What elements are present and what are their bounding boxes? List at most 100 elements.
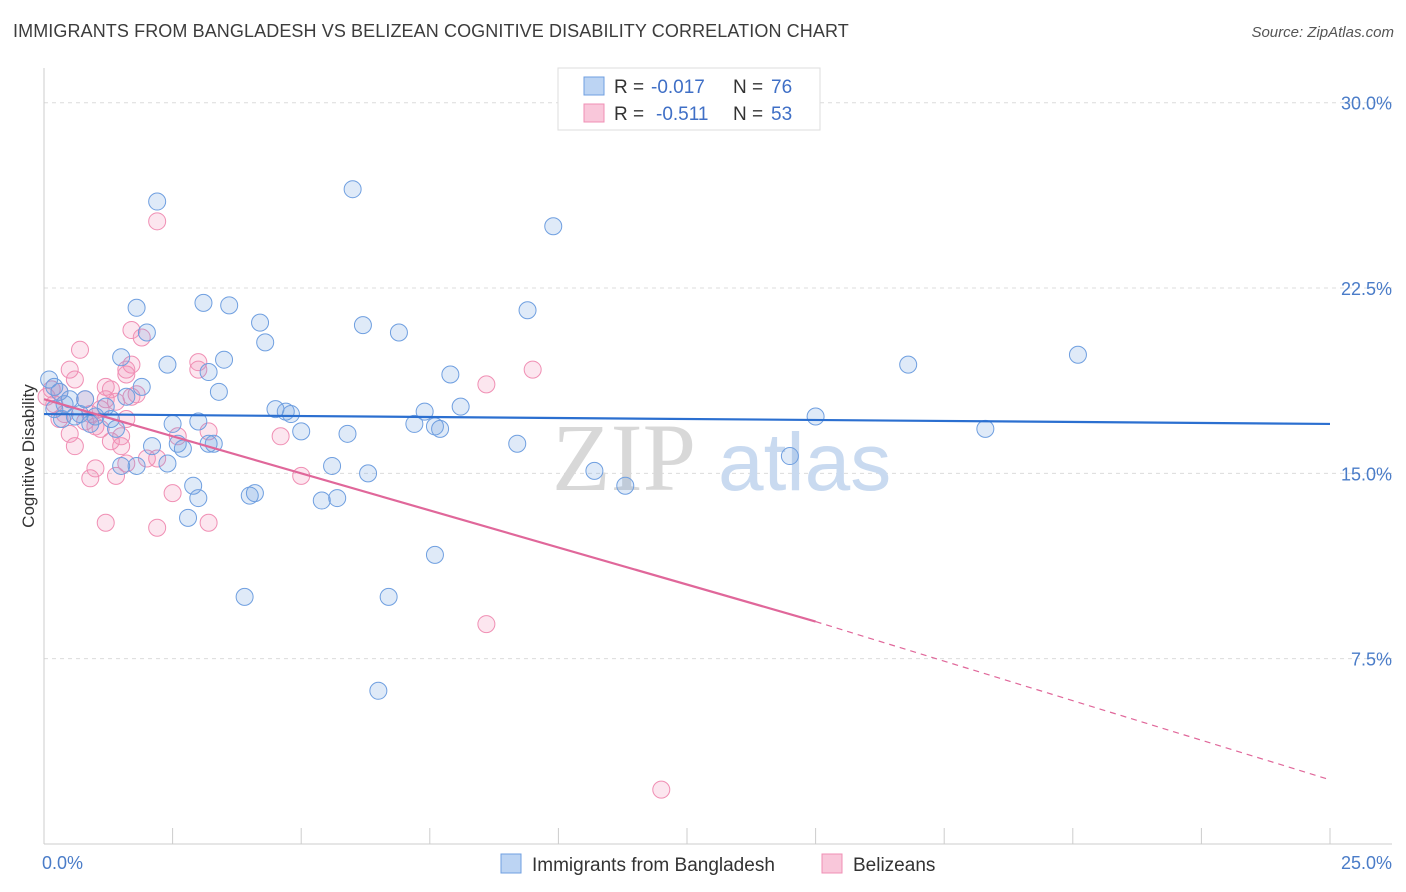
bangladesh-point [137, 323, 156, 342]
belizeans-point [96, 390, 115, 409]
bangladesh-point [245, 484, 264, 503]
watermark-zip: ZIP [552, 404, 696, 511]
bangladesh-point [163, 414, 182, 433]
bangladesh-point [256, 333, 275, 352]
y-tick-labels: 7.5% 15.0% 22.5% 30.0% [1341, 94, 1392, 670]
legend-belizeans-label: Belizeans [853, 855, 935, 876]
bangladesh-point [132, 377, 151, 396]
bangladesh-point [899, 355, 918, 374]
bangladesh-point [189, 412, 208, 431]
bangladesh-point [518, 301, 537, 320]
belizeans-trend-extension [815, 621, 1331, 781]
stats-n-value-pink: 53 [771, 104, 792, 125]
belizeans-point [148, 212, 167, 231]
legend-bangladesh-swatch [500, 853, 522, 874]
belizeans-point [189, 360, 208, 379]
stats-n-value-blue: 76 [771, 77, 792, 98]
stats-legend-pink-swatch [583, 103, 605, 123]
bangladesh-point [780, 447, 799, 466]
belizeans-point [477, 375, 496, 394]
stats-legend-blue-swatch [583, 76, 605, 96]
bangladesh-point [215, 350, 234, 369]
belizeans-point [117, 365, 136, 384]
y-tick-label-1: 15.0% [1341, 464, 1392, 484]
bangladesh-point [281, 405, 300, 424]
belizeans-point [122, 321, 141, 340]
bangladesh-point [251, 313, 270, 332]
bangladesh-point [508, 434, 527, 453]
bangladesh-point [441, 365, 460, 384]
belizeans-point [112, 437, 131, 456]
y-tick-label-2: 22.5% [1341, 279, 1392, 299]
belizeans-point [96, 377, 115, 396]
bangladesh-point [451, 397, 470, 416]
bangladesh-point [1068, 345, 1087, 364]
bangladesh-point [585, 461, 604, 480]
bangladesh-point [976, 419, 995, 438]
belizeans-point [652, 780, 671, 799]
gridlines [44, 102, 1392, 660]
y-axis-label: Cognitive Disability [19, 384, 38, 528]
bangladesh-point [127, 456, 146, 475]
bangladesh-point [220, 296, 239, 315]
bangladesh-point [369, 681, 388, 700]
belizeans-point [163, 484, 182, 503]
belizeans-point [86, 459, 105, 478]
watermark: ZIP atlas [552, 404, 891, 511]
bangladesh-point [353, 316, 372, 335]
belizeans-point [86, 417, 105, 436]
bangladesh-point [405, 414, 424, 433]
bangladesh-point [127, 298, 146, 317]
bangladesh-point [143, 437, 162, 456]
bangladesh-point [209, 382, 228, 401]
bangladesh-point [112, 456, 131, 475]
belizeans-point [199, 513, 218, 532]
stats-r-value-pink: -0.511 [656, 104, 708, 125]
stats-legend: R = -0.017 N = 76 R = -0.511 N = 53 [557, 67, 821, 131]
belizeans-point [107, 466, 126, 485]
bangladesh-point [544, 217, 563, 236]
bangladesh-point [112, 348, 131, 367]
bangladesh-point [292, 422, 311, 441]
belizeans-point [60, 360, 79, 379]
belizeans-point [101, 380, 120, 399]
bangladesh-point [343, 180, 362, 199]
bangladesh-point [312, 491, 331, 510]
belizeans-point [148, 518, 167, 537]
bangladesh-point [194, 293, 213, 312]
belizeans-point [271, 427, 290, 446]
bangladesh-point [389, 323, 408, 342]
y-tick-label-0: 7.5% [1351, 650, 1392, 670]
watermark-atlas: atlas [718, 417, 891, 508]
belizeans-point [81, 469, 100, 488]
bangladesh-point [179, 508, 198, 527]
legend-belizeans-swatch [821, 853, 843, 874]
axes [43, 68, 1392, 845]
bangladesh-point [173, 439, 192, 458]
bangladesh-point [189, 489, 208, 508]
bangladesh-point [431, 419, 450, 438]
bangladesh-trend-line [43, 412, 1331, 426]
stats-r-label-pink: R = [614, 104, 644, 125]
trend-lines [43, 398, 1331, 781]
y-tick-label-3: 30.0% [1341, 94, 1392, 114]
bangladesh-point [158, 454, 177, 473]
bangladesh-point [158, 355, 177, 374]
stats-n-label-blue: N = [733, 77, 763, 98]
bangladesh-point [199, 363, 218, 382]
bangladesh-point [40, 370, 59, 389]
bangladesh-point [425, 545, 444, 564]
belizeans-point [117, 454, 136, 473]
belizeans-point [477, 615, 496, 634]
bangladesh-point [235, 587, 254, 606]
belizeans-point [71, 340, 90, 359]
chart-title: IMMIGRANTS FROM BANGLADESH VS BELIZEAN C… [13, 21, 849, 41]
belizeans-point [65, 370, 84, 389]
bangladesh-points [40, 180, 1087, 700]
bottom-legend: Immigrants from Bangladesh Belizeans [500, 853, 935, 876]
bangladesh-point [323, 456, 342, 475]
stats-r-label-blue: R = [614, 77, 644, 98]
x-tick-label-1: 25.0% [1341, 853, 1392, 873]
belizeans-trend-line [43, 398, 816, 623]
